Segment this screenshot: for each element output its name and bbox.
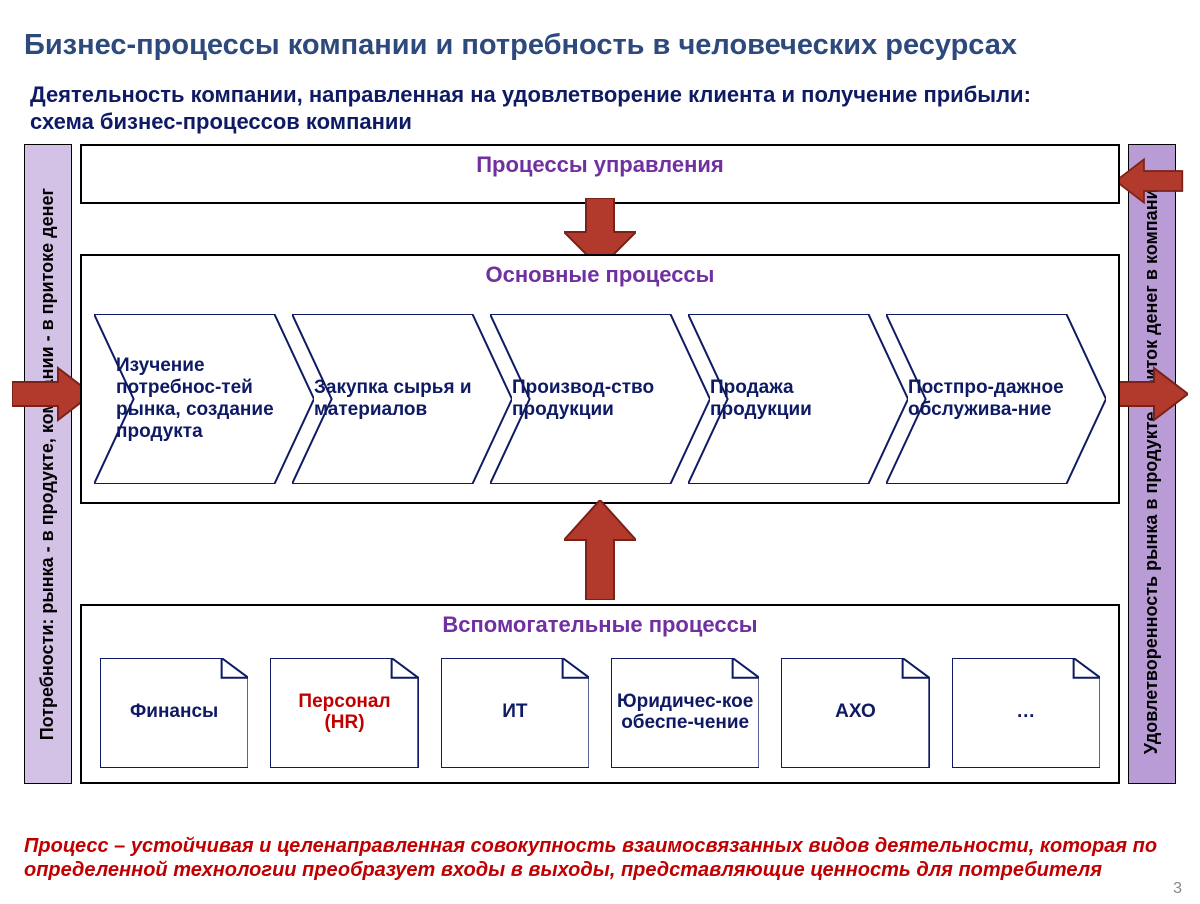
page-number: 3	[1173, 880, 1182, 898]
left-sidebar: Потребности: рынка - в продукте, компани…	[24, 144, 72, 784]
chevron-step: Продажа продукции	[688, 314, 908, 484]
support-header: Вспомогательные процессы	[82, 606, 1118, 638]
support-label: ИТ	[441, 658, 589, 768]
page-subtitle: Деятельность компании, направленная на у…	[30, 81, 1176, 136]
page-title: Бизнес-процессы компании и потребность в…	[24, 28, 1176, 63]
subtitle-line1: Деятельность компании, направленная на у…	[30, 82, 1031, 107]
main-box: Основные процессы Изучение потребнос-​те…	[80, 254, 1120, 504]
support-item: Персонал (HR)	[270, 658, 418, 768]
chevron-step: Изучение потребнос-​тей рынка, создание …	[94, 314, 314, 484]
arrow-up-icon	[564, 500, 636, 600]
mgmt-header: Процессы управления	[82, 146, 1118, 178]
support-item: Юридичес-​кое обеспе-​чение	[611, 658, 759, 768]
main-header: Основные процессы	[82, 256, 1118, 288]
arrow-right-out-icon	[1108, 364, 1188, 424]
left-sidebar-text: Потребности: рынка - в продукте, компани…	[37, 188, 59, 740]
slide: Бизнес-процессы компании и потребность в…	[0, 0, 1200, 904]
support-item: ИТ	[441, 658, 589, 768]
right-sidebar: Удовлетворенность рынка в продукте, прит…	[1128, 144, 1176, 784]
chevron-step: Закупка сырья и материалов	[292, 314, 512, 484]
support-label: …	[952, 658, 1100, 768]
arrow-left-feedback-icon	[1114, 156, 1184, 206]
support-item: АХО	[781, 658, 929, 768]
chevron-label: Производ-​ство продукции	[512, 314, 670, 484]
diagram-canvas: Потребности: рынка - в продукте, компани…	[24, 144, 1176, 824]
support-label: АХО	[781, 658, 929, 768]
support-item: Финансы	[100, 658, 248, 768]
footer-note: Процесс – устойчивая и целенаправленная …	[24, 834, 1176, 882]
chevron-step: Производ-​ство продукции	[490, 314, 710, 484]
support-label: Финансы	[100, 658, 248, 768]
chevron-step: Постпро-​дажное обслужива-​ние	[886, 314, 1106, 484]
chevron-label: Изучение потребнос-​тей рынка, создание …	[116, 314, 274, 484]
diagram-middle: Процессы управления Основные процессы Из…	[80, 144, 1120, 784]
chevron-label: Закупка сырья и материалов	[314, 314, 472, 484]
support-row: ФинансыПерсонал (HR)ИТЮридичес-​кое обес…	[100, 658, 1100, 768]
mgmt-box: Процессы управления	[80, 144, 1120, 204]
right-sidebar-text: Удовлетворенность рынка в продукте, прит…	[1141, 173, 1163, 754]
chevron-label: Постпро-​дажное обслужива-​ние	[908, 314, 1066, 484]
chevron-chain: Изучение потребнос-​тей рынка, создание …	[94, 314, 1106, 484]
subtitle-line2: схема бизнес-процессов компании	[30, 109, 412, 134]
support-item: …	[952, 658, 1100, 768]
support-label: Персонал (HR)	[270, 658, 418, 768]
chevron-label: Продажа продукции	[710, 314, 868, 484]
support-box: Вспомогательные процессы ФинансыПерсонал…	[80, 604, 1120, 784]
support-label: Юридичес-​кое обеспе-​чение	[611, 658, 759, 768]
